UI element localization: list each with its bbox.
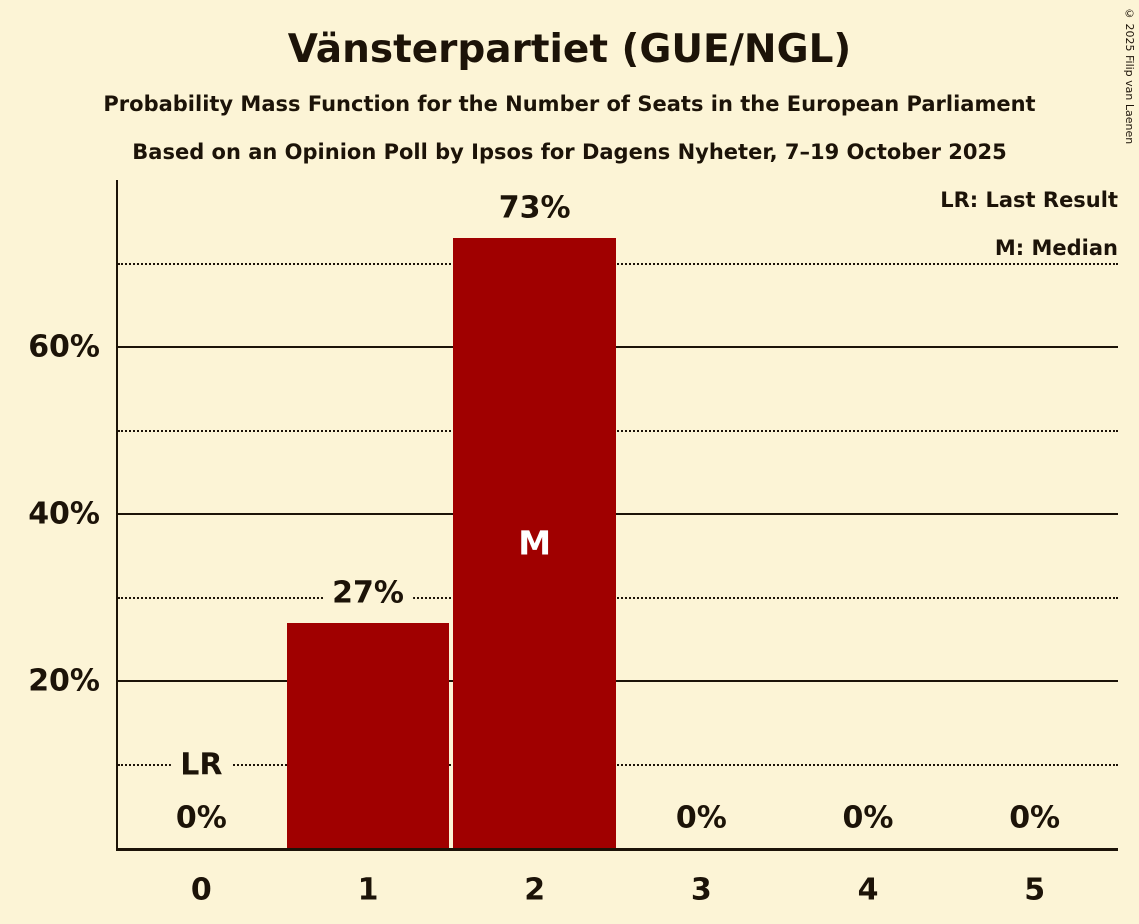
x-axis-tick-label: 2 [524,872,546,908]
x-axis-tick-label: 3 [690,872,712,908]
gridline-solid [118,346,1118,348]
gridline-solid [118,680,1118,682]
x-axis-tick-label: 0 [190,872,212,908]
bar-seats-1 [286,622,450,848]
gridline-dotted [118,262,1118,265]
bar-value-label: 0% [1000,800,1070,836]
gridline-solid [118,513,1118,515]
chart-title: Vänsterpartiet (GUE/NGL) [287,27,852,72]
plot-area: 20% 40% 60% 0% 0 27% 1 73% 2 0% 3 0% 4 0% 5 M LR [28,180,1118,908]
x-axis-tick-label: 4 [857,872,879,908]
median-marker: M [518,523,552,563]
bar-value-label: 73% [489,190,580,226]
chart-subtitle-description: Probability Mass Function for the Number… [103,92,1036,116]
y-axis-tick-label: 20% [28,663,100,699]
y-axis-tick-label: 40% [28,496,100,532]
bar-seats-2 [453,238,616,848]
bar-value-label: 0% [166,800,236,836]
bar-value-label: 27% [323,575,413,611]
y-axis-tick-label: 60% [28,329,100,365]
gridline-dotted [118,429,1118,432]
copyright-text: © 2025 Filip van Laenen [1123,7,1136,145]
x-axis-line [116,848,1118,851]
x-axis-tick-label: 5 [1024,872,1046,908]
bar-value-label: 0% [833,800,903,836]
last-result-marker: LR [171,747,232,782]
x-axis-tick-label: 1 [357,872,379,908]
y-axis-line [116,180,118,851]
gridline-dotted [118,596,1118,599]
gridline-dotted [118,763,1118,766]
legend-median: M: Median [994,236,1118,260]
legend-last-result: LR: Last Result [940,188,1118,212]
bar-value-label: 0% [666,800,736,836]
chart-subtitle-source: Based on an Opinion Poll by Ipsos for Da… [132,140,1007,164]
